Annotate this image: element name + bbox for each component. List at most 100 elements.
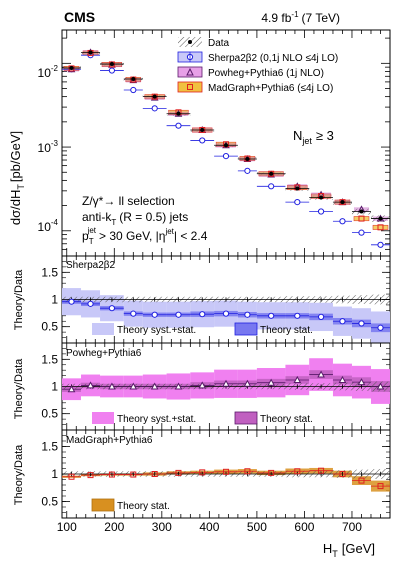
x-tick-label: 200 [104, 520, 124, 534]
ratio-point [294, 312, 301, 319]
x-axis-label: HT [GeV] [323, 541, 375, 559]
y-tick-label-1e-4: 10-4 [38, 218, 59, 234]
x-tick-label: 700 [342, 520, 362, 534]
ratio-y-tick-label: 0.5 [41, 320, 58, 334]
ratio-y-tick-label: 1 [51, 380, 58, 394]
data-point [295, 186, 300, 191]
ratio-point [358, 477, 365, 484]
sherpa-point [339, 218, 346, 225]
main-plot-panel [61, 29, 391, 257]
y-tick-label-1e-3: 10-3 [38, 139, 59, 155]
ratio-point [268, 312, 275, 319]
ratio-ylabel-2: Theory/Data [13, 358, 25, 419]
ratio-point [175, 469, 182, 476]
legend-madgraph-marker [187, 84, 193, 90]
ratio-y-tick-label: 1.5 [41, 265, 58, 279]
ratio-point [87, 300, 94, 307]
ratio-point [338, 375, 347, 383]
sherpa-point [130, 86, 137, 94]
x-tick-label: 300 [152, 520, 172, 534]
ratio-y-tick-label: 1.5 [41, 352, 58, 366]
sherpa-point [151, 105, 158, 112]
ratio-point [108, 382, 116, 390]
ratio-point [223, 468, 229, 475]
ratio-point [357, 378, 366, 386]
madgraph-band [353, 216, 370, 222]
ratio-point [377, 483, 384, 490]
legend-powheg-marker [186, 67, 194, 76]
ratio-1-stat-label: Theory stat. [260, 325, 313, 336]
ratio-point [267, 378, 276, 386]
ratio-point [130, 310, 137, 317]
ratio-point [318, 467, 325, 474]
ratio-panel-sherpa: 0.5 1 1.5 [41, 255, 391, 344]
data-point [88, 50, 93, 55]
ratio-point [129, 382, 138, 390]
selection-line-2: anti-kT (R = 0.5) jets [82, 210, 188, 227]
data-point [340, 200, 345, 205]
main-legend: Data Sherpa2β2 (0,1j NLO ≤4j LO) Powheg+… [177, 37, 338, 94]
ratio-2-stat-label: Theory stat. [260, 414, 313, 425]
ratio-panel-3-title: MadGraph+Pythia6 [66, 435, 153, 446]
sherpa-point [358, 229, 365, 236]
ratio-1-syst-label: Theory syst.+stat. [117, 325, 196, 336]
ratio-2-stat-swatch [234, 411, 258, 425]
ratio-point [67, 385, 76, 393]
sherpa-point [244, 167, 251, 174]
ratio-1-stat-swatch [234, 322, 258, 336]
ratio-2-syst-swatch [92, 412, 114, 424]
data-point [269, 171, 274, 176]
data-point [69, 65, 74, 70]
data-point [131, 76, 136, 81]
ratio-ylabel-3: Theory/Data [13, 444, 25, 505]
ratio-point [293, 375, 302, 383]
ratio-point [108, 305, 116, 312]
ratio-ylabel-1: Theory/Data [13, 269, 25, 330]
madgraph-point [68, 65, 75, 72]
legend-madgraph-swatch [177, 81, 203, 93]
legend-data-label: Data [208, 38, 230, 49]
ratio-panel-1-title: Sherpa2β2 [66, 260, 116, 271]
data-point [152, 94, 157, 99]
ratio-point [68, 298, 75, 305]
ratio-point [268, 469, 275, 476]
y-tick-label-1e-2: 10-2 [38, 64, 59, 80]
powheg-band [311, 192, 331, 197]
sherpa-point [294, 199, 301, 206]
main-ylabel: dσ/dHT[pb/GeV] [8, 131, 26, 225]
legend-madgraph-label: MadGraph+Pythia6 (≤4j LO) [208, 83, 333, 94]
ratio-point [244, 311, 251, 318]
madgraph-band [372, 224, 389, 230]
data-point [224, 143, 228, 148]
sherpa-point [108, 67, 116, 74]
ratio-point [317, 313, 325, 320]
ratio-point [198, 381, 207, 389]
ratio-3-stat-swatch [91, 498, 115, 512]
legend-powheg-swatch [177, 66, 203, 78]
ratio-3-stat-label: Theory stat. [117, 501, 170, 512]
ratio-point [294, 468, 301, 475]
ratio-y-tick-label: 1 [51, 467, 58, 481]
ratio-point [317, 370, 325, 378]
ratio-point [222, 379, 230, 387]
ratio-panel-powheg: 0.5 1 1.5 [41, 342, 391, 431]
data-point [245, 157, 250, 162]
ratio-point [151, 471, 158, 477]
data-point [176, 111, 181, 116]
njet-annotation: Njet ≥ 3 [293, 128, 334, 146]
sherpa-point [222, 152, 230, 160]
x-tick-label: 100 [57, 520, 77, 534]
ratio-point [358, 320, 365, 327]
sherpa-point [317, 208, 325, 215]
data-point [359, 209, 364, 214]
x-tick-label: 400 [199, 520, 219, 534]
ratio-1-syst-swatch [92, 323, 114, 335]
powheg-band [287, 184, 308, 189]
sherpa-point [268, 183, 275, 190]
ratio-panel-2-title: Powheg+Pythia6 [66, 348, 142, 359]
x-axis: 100 200 300 400 500 600 700 [57, 520, 363, 534]
powheg-band [353, 207, 369, 212]
x-tick-label: 600 [294, 520, 314, 534]
ratio-point [174, 382, 183, 390]
